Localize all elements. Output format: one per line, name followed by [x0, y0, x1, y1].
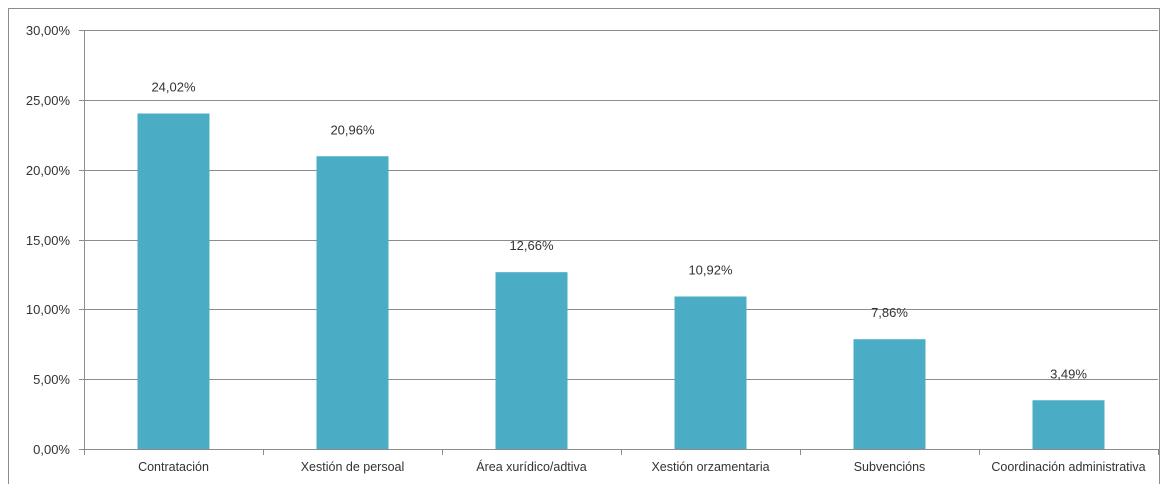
y-tick-label: 5,00% — [33, 372, 70, 387]
bar — [674, 296, 747, 449]
data-label: 10,92% — [688, 262, 733, 277]
gridlines — [84, 30, 1158, 380]
y-tick-label: 20,00% — [26, 163, 71, 178]
data-label: 3,49% — [1050, 366, 1087, 381]
data-label: 12,66% — [509, 238, 554, 253]
category-label: Coordinación administrativa — [991, 460, 1145, 474]
category-label: Subvencións — [854, 460, 926, 474]
category-label: Contratación — [138, 460, 209, 474]
bar — [495, 272, 568, 449]
category-label: Área xurídico/adtiva — [476, 459, 587, 474]
labels: 0,00% 5,00% 10,00% 15,00% 20,00% 25,00% 30,00%… — [26, 23, 1146, 474]
bar — [316, 156, 389, 449]
y-tick-label: 0,00% — [33, 442, 70, 457]
bar — [853, 339, 926, 449]
bar — [137, 113, 210, 450]
y-tick-label: 10,00% — [26, 302, 71, 317]
data-label: 20,96% — [330, 122, 375, 137]
y-tick-label: 25,00% — [26, 93, 71, 108]
category-label: Xestión orzamentaria — [651, 460, 769, 474]
data-label: 24,02% — [151, 80, 196, 95]
axes — [79, 30, 1159, 455]
y-tick-label: 30,00% — [26, 23, 71, 38]
data-label: 7,86% — [871, 305, 908, 320]
y-tick-label: 15,00% — [26, 233, 71, 248]
category-label: Xestión de persoal — [301, 460, 405, 474]
bar — [1032, 400, 1105, 449]
bars — [137, 113, 1105, 450]
